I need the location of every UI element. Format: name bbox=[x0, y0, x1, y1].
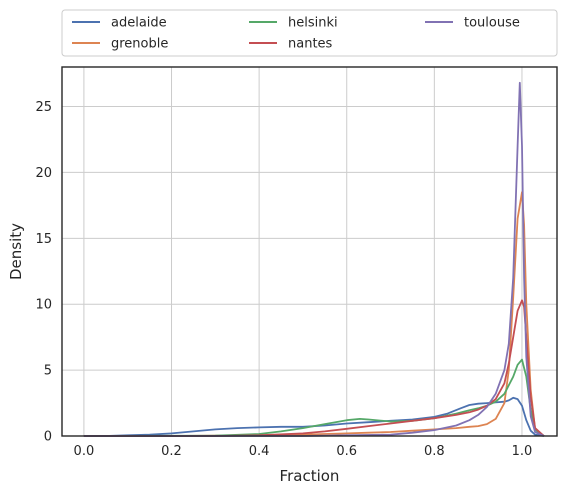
legend-label-adelaide: adelaide bbox=[111, 16, 167, 31]
legend-label-toulouse: toulouse bbox=[464, 16, 520, 31]
x-tick-label: 0.0 bbox=[74, 444, 95, 459]
x-axis-label: Fraction bbox=[280, 467, 340, 485]
y-tick-label: 20 bbox=[35, 166, 52, 181]
y-tick-label: 0 bbox=[44, 430, 52, 445]
legend: adelaide grenoble helsinki nantes toulouse bbox=[61, 9, 558, 57]
y-tick-label: 5 bbox=[44, 364, 52, 379]
series-line-helsinki bbox=[83, 358, 545, 437]
x-tick-label: 0.8 bbox=[424, 444, 445, 459]
density-curves bbox=[83, 81, 545, 437]
x-tick-label: 0.4 bbox=[249, 444, 270, 459]
y-tick-labels: 0 5 10 15 20 25 bbox=[35, 100, 52, 444]
legend-label-grenoble: grenoble bbox=[111, 37, 168, 52]
series-line-toulouse bbox=[83, 81, 545, 437]
x-tick-label: 0.2 bbox=[161, 444, 182, 459]
x-tick-label: 1.0 bbox=[512, 444, 533, 459]
series-line-adelaide bbox=[83, 396, 545, 437]
x-tick-label: 0.6 bbox=[336, 444, 357, 459]
y-tick-label: 25 bbox=[35, 100, 52, 115]
y-tick-label: 15 bbox=[35, 232, 52, 247]
series-line-nantes bbox=[83, 299, 545, 437]
y-tick-label: 10 bbox=[35, 298, 52, 313]
legend-label-nantes: nantes bbox=[288, 37, 333, 52]
x-tick-labels: 0.0 0.2 0.4 0.6 0.8 1.0 bbox=[74, 444, 533, 459]
y-axis-label: Density bbox=[7, 223, 25, 280]
plot-frame bbox=[61, 66, 558, 437]
series-line-grenoble bbox=[83, 191, 545, 437]
legend-label-helsinki: helsinki bbox=[288, 16, 338, 31]
grid bbox=[62, 67, 557, 437]
